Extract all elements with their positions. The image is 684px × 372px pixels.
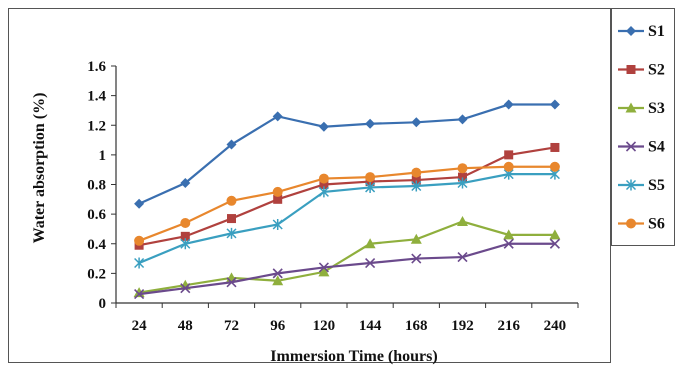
series-line-s4: [139, 244, 555, 294]
data-point-s1: [504, 100, 514, 110]
data-point-s6: [134, 236, 144, 246]
data-point-s6: [504, 162, 514, 172]
data-point-s6: [365, 172, 375, 182]
data-point-s6: [458, 163, 468, 173]
data-point-s1: [411, 117, 421, 127]
y-tick-label: 1.2: [87, 118, 106, 134]
y-tick-label: 1.6: [87, 59, 106, 75]
data-point-s3: [457, 216, 468, 226]
series-line-s3: [139, 222, 555, 293]
legend-marker-s2: [627, 65, 636, 74]
x-tick-label: 24: [132, 318, 148, 334]
data-point-s1: [458, 114, 468, 124]
x-tick-label: 216: [497, 318, 520, 334]
series-line-s5: [139, 174, 555, 263]
legend-marker-s1: [626, 26, 636, 36]
data-point-s1: [550, 100, 560, 110]
x-tick-label: 168: [405, 318, 428, 334]
data-point-s6: [273, 187, 283, 197]
y-tick-label: 1.4: [87, 89, 106, 105]
x-axis-label: Immersion Time (hours): [270, 348, 437, 365]
series-layer: [134, 100, 561, 299]
x-tick-label: 72: [224, 318, 239, 334]
data-point-s1: [273, 111, 283, 121]
legend-label-s2: S2: [648, 62, 665, 79]
x-tick-label: 96: [270, 318, 286, 334]
legend-label-s4: S4: [648, 139, 665, 156]
data-point-s1: [134, 199, 144, 209]
data-point-s5: [135, 258, 144, 269]
legend-label-s1: S1: [648, 23, 665, 40]
y-axis-label: Water absorption (%): [31, 93, 48, 244]
legend-marker-s6: [626, 219, 636, 229]
data-point-s2: [227, 214, 236, 223]
legend: S1 S2 S3 S4 S5 S6: [618, 23, 665, 233]
x-tick-label: 48: [178, 318, 193, 334]
data-point-s2: [550, 143, 559, 152]
axes: 0 0.2 0.4 0.6 0.8 1 1.2 1.4 1.6 24 48 72 96 120 144 168…: [87, 59, 578, 334]
x-tick-label: 144: [359, 318, 382, 334]
y-tick-label: 1: [99, 148, 107, 164]
y-tick-label: 0.2: [87, 266, 106, 282]
data-point-s6: [180, 218, 190, 228]
data-point-s6: [550, 162, 560, 172]
legend-label-s6: S6: [648, 216, 665, 233]
data-point-s1: [319, 122, 329, 132]
data-point-s6: [319, 174, 329, 184]
x-tick-label: 192: [451, 318, 474, 334]
legend-label-s5: S5: [648, 177, 665, 194]
x-tick-label: 240: [544, 318, 567, 334]
y-tick-label: 0.4: [87, 237, 106, 253]
y-tick-label: 0.8: [87, 178, 106, 194]
data-point-s6: [411, 168, 421, 178]
data-point-s1: [365, 119, 375, 129]
data-point-s2: [504, 150, 513, 159]
y-tick-label: 0.6: [87, 207, 106, 223]
x-tick-label: 120: [313, 318, 336, 334]
data-point-s6: [227, 196, 237, 206]
y-tick-label: 0: [99, 296, 107, 312]
legend-label-s3: S3: [648, 100, 665, 117]
